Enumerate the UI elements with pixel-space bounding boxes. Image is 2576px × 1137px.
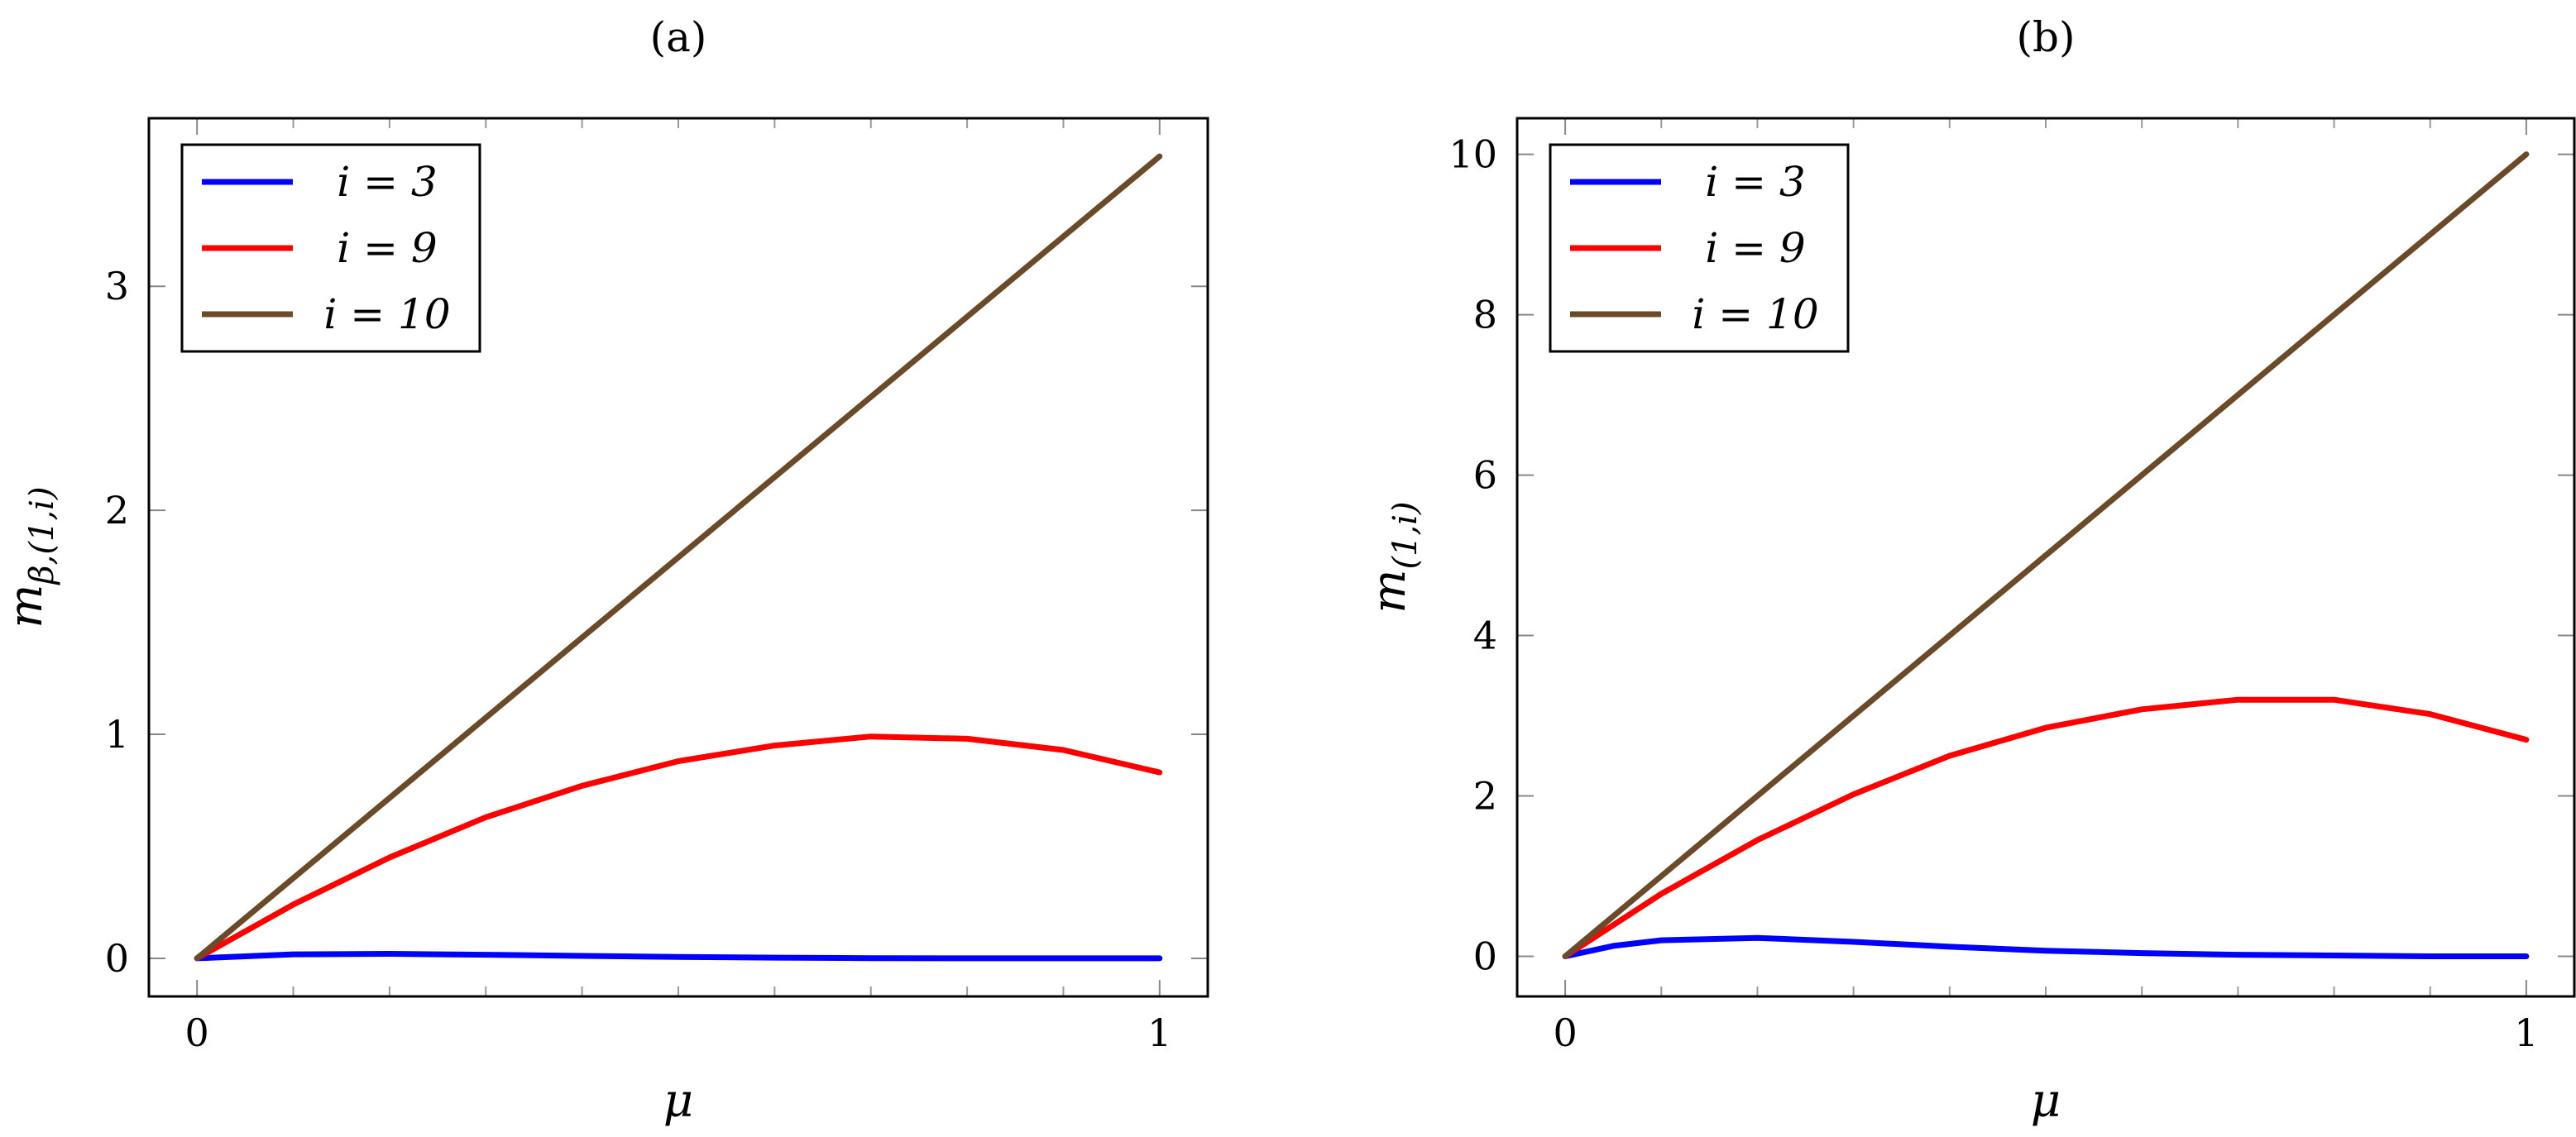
y-tick-label: 0 [1473, 934, 1497, 979]
x-tick-label: 0 [185, 1010, 209, 1055]
legend-label: i = 10 [323, 290, 450, 338]
y-tick-label: 0 [105, 936, 129, 981]
series-line-1 [1562, 934, 2530, 959]
chart-a: (a) 0 1 0 1 2 3 i = 3 i = 9 i = 10 μ mβ,(1,i) [0, 13, 1209, 1128]
y-axis-label: m(1,i) [1362, 501, 1424, 613]
series-line-3 [1562, 151, 2530, 959]
legend: i = 3 i = 9 i = 10 [1549, 143, 1850, 353]
x-tick-label: 0 [1553, 1010, 1577, 1055]
y-tick-label: 10 [1448, 132, 1497, 177]
y-tick-label: 8 [1473, 293, 1497, 337]
x-axis-label: μ [2031, 1074, 2061, 1128]
legend-label: i = 9 [1705, 224, 1805, 272]
legend-label: i = 3 [337, 158, 437, 206]
x-tick-label: 1 [2514, 1010, 2538, 1055]
series-line-3 [194, 153, 1163, 962]
legend-label: i = 9 [337, 224, 437, 272]
plot-frame [147, 117, 1209, 998]
series-line-2 [1562, 696, 2530, 959]
y-tick-label: 4 [1473, 614, 1497, 658]
series-line-2 [194, 733, 1163, 962]
plot-frame [1515, 117, 2576, 998]
legend-label: i = 3 [1705, 158, 1805, 206]
legend: i = 3 i = 9 i = 10 [180, 143, 481, 353]
chart-title: (b) [2016, 13, 2075, 61]
x-axis-label: μ [663, 1074, 693, 1128]
legend-label: i = 10 [1692, 290, 1818, 338]
y-tick-label: 2 [105, 488, 129, 533]
y-axis-label: mβ,(1,i) [0, 486, 61, 628]
y-tick-label: 2 [1473, 774, 1497, 819]
y-tick-label: 6 [1473, 453, 1497, 498]
chart-title: (a) [650, 13, 707, 61]
x-tick-label: 1 [1147, 1010, 1171, 1055]
y-tick-label: 3 [105, 264, 129, 308]
y-tick-label: 1 [105, 712, 129, 757]
series-line-1 [194, 951, 1163, 962]
